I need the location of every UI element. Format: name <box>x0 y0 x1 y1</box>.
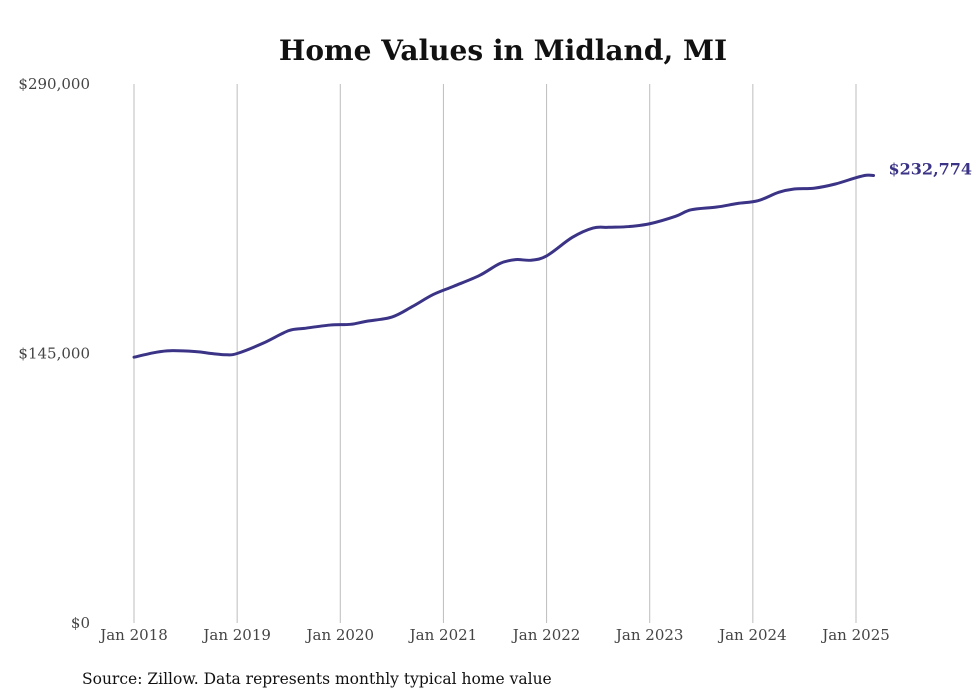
x-tick-label: Jan 2024 <box>717 626 787 644</box>
y-tick-label: $290,000 <box>18 75 90 93</box>
chart-title: Home Values in Midland, MI <box>279 34 727 67</box>
y-tick-label: $145,000 <box>18 345 90 363</box>
x-tick-label: Jan 2018 <box>98 626 168 644</box>
x-tick-label: Jan 2021 <box>408 626 478 644</box>
x-tick-label: Jan 2019 <box>201 626 271 644</box>
x-tick-label: Jan 2020 <box>305 626 375 644</box>
x-tick-label: Jan 2025 <box>820 626 890 644</box>
y-tick-label: $0 <box>71 614 90 632</box>
series-group <box>132 173 876 359</box>
series-line-0 <box>132 173 876 359</box>
end-value-label: $232,774 <box>889 159 973 178</box>
x-tick-label: Jan 2022 <box>511 626 581 644</box>
source-note: Source: Zillow. Data represents monthly … <box>82 670 552 688</box>
x-tick-label: Jan 2023 <box>614 626 684 644</box>
y-axis-ticks: $0 $145,000 $290,000 <box>18 75 90 632</box>
gridlines <box>133 84 857 623</box>
x-axis-ticks: Jan 2018 Jan 2019 Jan 2020 Jan 2021 Jan 2022… <box>98 626 890 644</box>
